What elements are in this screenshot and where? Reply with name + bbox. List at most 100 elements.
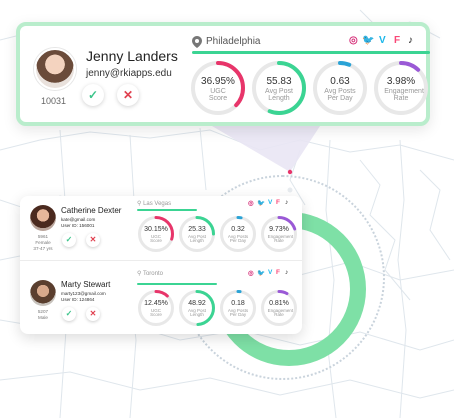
foursquare-icon[interactable]: F (276, 199, 280, 206)
user-id: 10031 (41, 96, 67, 106)
avatar (30, 205, 56, 231)
vimeo-icon[interactable]: V (268, 269, 273, 276)
metric-value: 0.32 (231, 225, 245, 233)
user-name: Jenny Landers (86, 48, 178, 64)
metric-gauge: 55.83 Avg Post Length (251, 60, 307, 116)
metric-value: 3.98% (386, 75, 416, 87)
gauge-ring (191, 61, 245, 115)
metric-label: Engagement Rate (384, 87, 424, 103)
user-age: 37-47 yrs (33, 246, 53, 252)
user-demographics: 5961 Female 37-47 yrs (28, 234, 58, 253)
gauge-ring (261, 290, 297, 326)
metric-value: 30.15% (144, 225, 168, 233)
location-label: Philadelphia (206, 36, 261, 47)
gauge-ring (261, 216, 297, 252)
approve-button[interactable]: ✓ (62, 233, 76, 247)
instagram-icon[interactable]: ◎ (248, 270, 254, 277)
metric-gauge: 0.63 Avg Posts Per Day (312, 60, 368, 116)
metric-gauge: 48.92 Avg Post Length (178, 289, 216, 327)
metric-value: 0.18 (231, 299, 245, 307)
metric-gauge: 0.81% Engagement Rate (260, 289, 298, 327)
location-underline (192, 51, 430, 54)
twitter-icon[interactable]: 🐦 (257, 270, 266, 277)
user-id-label: User ID: 124864 (61, 297, 95, 303)
metric-label: UGC Score (150, 233, 162, 244)
gauge-progress-arc (374, 61, 428, 115)
metric-label: Avg Posts Per Day (227, 233, 249, 244)
foursquare-icon[interactable]: F (394, 35, 401, 46)
gauge-ring (179, 290, 215, 326)
gauge-progress-arc (313, 61, 367, 115)
twitter-icon[interactable]: 🐦 (257, 200, 266, 207)
metric-value: 9.73% (269, 225, 289, 233)
vimeo-icon[interactable]: V (268, 199, 273, 206)
metric-label: Avg Post Length (265, 87, 293, 103)
metric-value: 25.33 (188, 225, 206, 233)
location-underline (137, 283, 217, 285)
metric-value: 48.92 (188, 299, 206, 307)
row-divider (20, 260, 302, 261)
metric-label: Avg Posts Per Day (324, 87, 356, 103)
gauge-ring (179, 216, 215, 252)
avatar (30, 280, 56, 306)
user-email: jenny@rkiapps.edu (86, 68, 172, 79)
metric-label: Avg Post Length (188, 233, 206, 244)
vimeo-icon[interactable]: V (379, 35, 386, 46)
metric-value: 12.45% (144, 299, 168, 307)
user-id-label: User ID: 156001 (61, 223, 95, 229)
gauge-ring (220, 290, 256, 326)
metric-label: UGC Score (150, 307, 162, 318)
location-underline (137, 209, 197, 211)
approve-button[interactable]: ✓ (62, 307, 76, 321)
gauge-ring (138, 216, 174, 252)
instagram-icon[interactable]: ◎ (248, 200, 254, 207)
gauge-progress-arc (179, 216, 215, 252)
gauge-progress-arc (220, 216, 256, 252)
gauge-ring (252, 61, 306, 115)
tiktok-icon[interactable]: ♪ (285, 269, 289, 276)
user-email: marty123@gmail.com (61, 291, 106, 296)
user-name: Marty Stewart (61, 280, 111, 289)
user-id: 5961 (37, 234, 49, 239)
location-text: Toronto (142, 271, 163, 277)
instagram-icon[interactable]: ◎ (349, 35, 358, 46)
gauge-progress-arc (261, 290, 297, 326)
gauge-progress-arc (252, 61, 306, 115)
location-label: ⚲ Toronto (137, 271, 163, 277)
reject-button[interactable]: ✕ (86, 233, 100, 247)
metric-label: Engagement Rate (267, 307, 294, 318)
gauge-progress-arc (179, 290, 215, 326)
reject-button[interactable]: ✕ (117, 84, 139, 106)
reject-button[interactable]: ✕ (86, 307, 100, 321)
metric-value: 0.81% (269, 299, 289, 307)
metric-value: 55.83 (266, 75, 292, 87)
user-email: kate@gmail.com (61, 217, 96, 222)
approve-button[interactable]: ✓ (82, 84, 104, 106)
user-details: marty123@gmail.com User ID: 124864 (61, 291, 106, 303)
gauge-ring (138, 290, 174, 326)
metric-gauge: 3.98% Engagement Rate (373, 60, 429, 116)
user-name: Catherine Dexter (61, 206, 122, 215)
location-pin-icon (192, 36, 202, 48)
metric-gauge: 12.45% UGC Score (137, 289, 175, 327)
user-demographics: 5207 Male (28, 309, 58, 321)
metric-label: Avg Posts Per Day (227, 307, 249, 318)
metric-gauge: 30.15% UGC Score (137, 215, 175, 253)
profile-list-card: 5961 Female 37-47 yrs Catherine Dexter k… (20, 196, 302, 334)
foursquare-icon[interactable]: F (276, 269, 280, 276)
metric-gauge: 0.32 Avg Posts Per Day (219, 215, 257, 253)
gauge-ring (374, 61, 428, 115)
tiktok-icon[interactable]: ♪ (408, 35, 413, 46)
gauge-ring (313, 61, 367, 115)
metric-value: 36.95% (201, 75, 235, 87)
tiktok-icon[interactable]: ♪ (285, 199, 289, 206)
metric-label: Avg Post Length (188, 307, 206, 318)
profile-card-main: 10031 Jenny Landers jenny@rkiapps.edu ✓ … (16, 22, 430, 126)
metric-label: UGC Score (208, 87, 228, 103)
user-gender: Male (38, 315, 48, 321)
twitter-icon[interactable]: 🐦 (362, 35, 375, 46)
metric-gauge: 25.33 Avg Post Length (178, 215, 216, 253)
metric-gauge: 0.18 Avg Posts Per Day (219, 289, 257, 327)
gauge-progress-arc (220, 290, 256, 326)
